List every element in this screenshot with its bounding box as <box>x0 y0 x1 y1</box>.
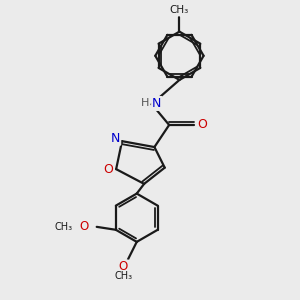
Text: O: O <box>80 220 89 233</box>
Text: O: O <box>119 260 128 273</box>
Text: O: O <box>103 163 113 176</box>
Text: CH₃: CH₃ <box>170 5 189 15</box>
Text: CH₃: CH₃ <box>54 222 73 232</box>
Text: H: H <box>141 98 149 109</box>
Text: N: N <box>152 97 161 110</box>
Text: N: N <box>111 132 120 145</box>
Text: CH₃: CH₃ <box>114 271 133 281</box>
Text: O: O <box>197 118 207 131</box>
